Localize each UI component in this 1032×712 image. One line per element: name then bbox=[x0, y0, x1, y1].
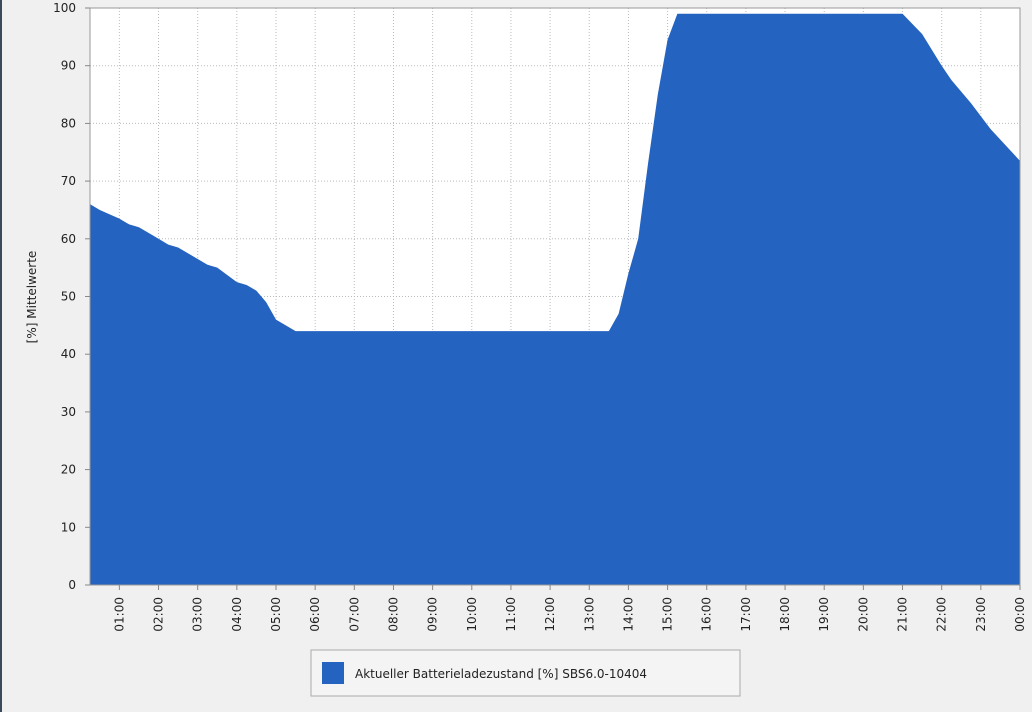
y-axis-label: [%] Mittelwerte bbox=[25, 251, 39, 344]
x-tick-label: 00:00 bbox=[1013, 597, 1027, 632]
x-tick-label: 14:00 bbox=[621, 597, 635, 632]
y-tick-label: 40 bbox=[61, 347, 76, 361]
x-tick-label: 01:00 bbox=[112, 597, 126, 632]
legend bbox=[310, 649, 741, 697]
x-tick-label: 23:00 bbox=[974, 597, 988, 632]
y-tick-label: 0 bbox=[68, 578, 76, 592]
y-tick-label: 20 bbox=[61, 463, 76, 477]
x-tick-label: 06:00 bbox=[308, 597, 322, 632]
x-tick-label: 17:00 bbox=[739, 597, 753, 632]
x-tick-label: 09:00 bbox=[426, 597, 440, 632]
x-tick-label: 13:00 bbox=[582, 597, 596, 632]
x-tick-label: 19:00 bbox=[817, 597, 831, 632]
x-tick-label: 10:00 bbox=[465, 597, 479, 632]
x-tick-label: 04:00 bbox=[230, 597, 244, 632]
x-tick-label: 21:00 bbox=[896, 597, 910, 632]
y-tick-label: 10 bbox=[61, 520, 76, 534]
x-tick-label: 18:00 bbox=[778, 597, 792, 632]
x-tick-label: 20:00 bbox=[856, 597, 870, 632]
window-edge bbox=[0, 0, 2, 712]
y-tick-label: 60 bbox=[61, 232, 76, 246]
legend-swatch bbox=[322, 662, 344, 684]
x-tick-label: 08:00 bbox=[386, 597, 400, 632]
x-tick-label: 15:00 bbox=[661, 597, 675, 632]
area bbox=[90, 13, 1020, 585]
y-tick-label: 80 bbox=[61, 116, 76, 130]
legend-label: Aktueller Batterieladezustand [%] SBS6.0… bbox=[355, 667, 647, 681]
y-tick-label: 100 bbox=[53, 1, 76, 15]
x-tick-label: 07:00 bbox=[347, 597, 361, 632]
y-tick-label: 50 bbox=[61, 290, 76, 304]
x-tick-label: 11:00 bbox=[504, 597, 518, 632]
y-tick-label: 90 bbox=[61, 59, 76, 73]
x-tick-label: 03:00 bbox=[191, 597, 205, 632]
x-tick-label: 16:00 bbox=[700, 597, 714, 632]
x-tick-label: 12:00 bbox=[543, 597, 557, 632]
x-tick-label: 05:00 bbox=[269, 597, 283, 632]
y-tick-label: 30 bbox=[61, 405, 76, 419]
x-tick-label: 02:00 bbox=[152, 597, 166, 632]
x-tick-label: 22:00 bbox=[935, 597, 949, 632]
y-tick-label: 70 bbox=[61, 174, 76, 188]
